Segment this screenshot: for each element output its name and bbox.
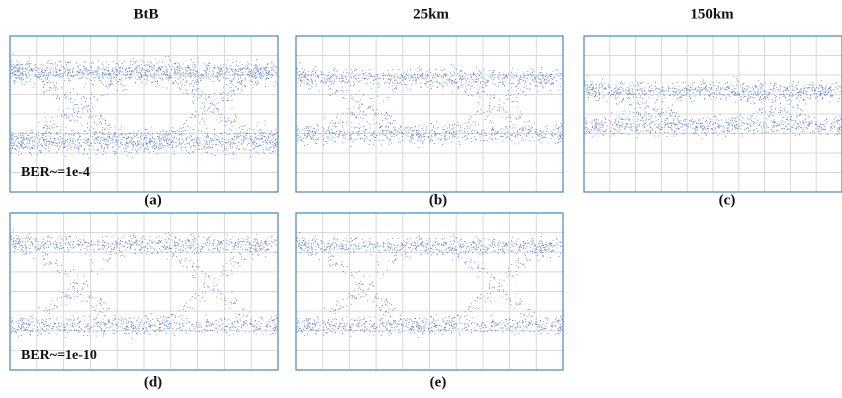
panel-label: (c)	[719, 192, 736, 208]
column-title: BtB	[133, 6, 158, 22]
eye-diagrams	[10, 36, 842, 370]
ber-note: BER~=1e-10	[21, 348, 97, 363]
panel-label: (a)	[144, 192, 162, 208]
panel-label: (b)	[429, 192, 447, 208]
eye-panel	[584, 36, 842, 192]
figure: BtB 25km 150km (a) (b) (c) (d) (e) BER~=…	[0, 0, 842, 398]
eye-panel	[10, 213, 279, 370]
page: BtB 25km 150km (a) (b) (c) (d) (e) BER~=…	[0, 0, 842, 398]
panel-label: (d)	[144, 374, 162, 390]
eye-panel	[296, 213, 564, 370]
column-title: 25km	[413, 6, 449, 22]
eye-panel	[296, 36, 564, 192]
column-title: 150km	[690, 6, 734, 22]
ber-note: BER~=1e-4	[21, 165, 90, 180]
panel-label: (e)	[430, 374, 447, 390]
